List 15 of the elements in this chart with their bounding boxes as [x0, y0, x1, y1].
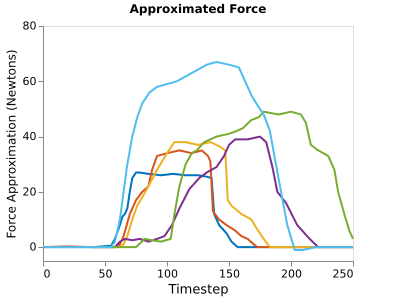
y-tick-label: 40	[22, 130, 36, 144]
x-tick-label: 0	[44, 268, 50, 280]
x-tick-label: 150	[219, 268, 240, 280]
x-axis-title: Timestep	[168, 282, 228, 298]
y-tick-label: 80	[22, 20, 36, 32]
y-axis-title: Force Approximation (Newtons)	[4, 49, 19, 239]
x-tick-label: 100	[157, 268, 178, 280]
x-tick-label: 50	[98, 268, 112, 280]
y-tick-label: 60	[22, 74, 36, 88]
y-tick-label: 0	[30, 240, 36, 254]
line-series	[42, 60, 354, 251]
x-tick-label: 250	[332, 268, 354, 280]
x-tick-label: 200	[281, 268, 302, 280]
chart-title: Approximated Force	[130, 2, 266, 16]
y-tick-label: 20	[22, 185, 36, 198]
